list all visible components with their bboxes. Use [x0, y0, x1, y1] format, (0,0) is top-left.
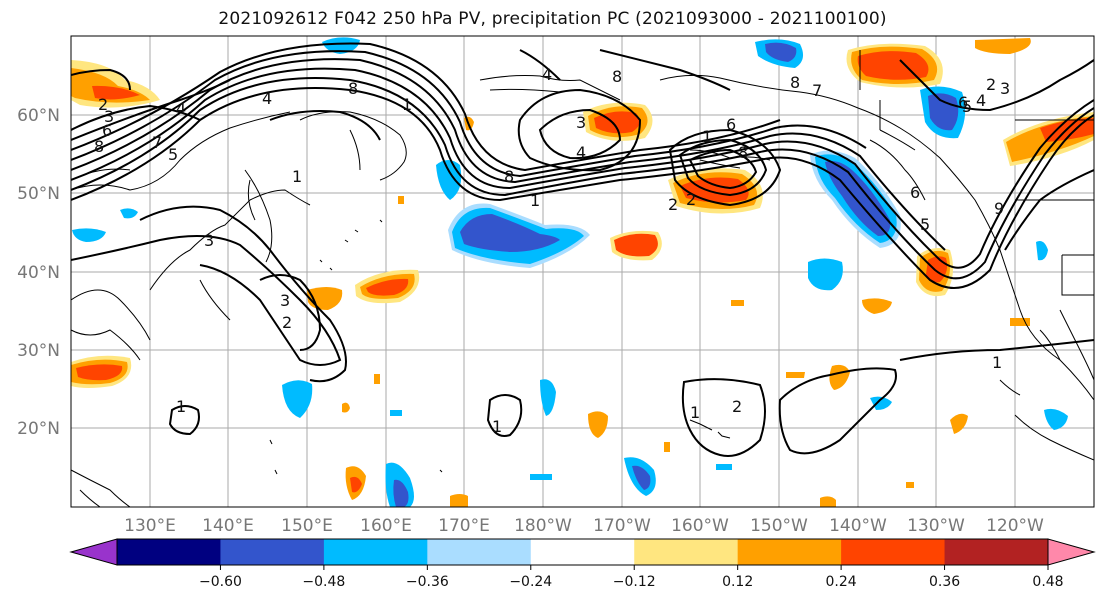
- contour-label: 4: [542, 65, 552, 84]
- contour-label: 8: [94, 137, 104, 156]
- contour-label: 4: [576, 143, 586, 162]
- colorbar-segment: [117, 539, 221, 565]
- contour-label: 4: [262, 89, 272, 108]
- lon-label: 150°E: [281, 516, 333, 536]
- contour-label: 5: [962, 97, 972, 116]
- colorbar-extend-low: [69, 538, 118, 566]
- colorbar-segment: [220, 539, 325, 565]
- contour-label: 1: [702, 127, 712, 146]
- colorbar-tick-label: −0.12: [613, 574, 656, 590]
- colorbar-tick-label: 0.36: [929, 574, 960, 590]
- contour-label: 1: [530, 191, 540, 210]
- lon-label: 140°W: [829, 516, 887, 536]
- contour-label: 1: [292, 167, 302, 186]
- lon-label: 150°W: [750, 516, 808, 536]
- contour-label: 6: [910, 183, 920, 202]
- lon-label: 160°E: [360, 516, 412, 536]
- contour-label: 1: [402, 95, 412, 114]
- contour-label: 1: [690, 403, 700, 422]
- contour-label: 8: [612, 67, 622, 86]
- lon-label: 160°W: [671, 516, 729, 536]
- contour-label: 3: [204, 231, 214, 250]
- plot-title: 2021092612 F042 250 hPa PV, precipitatio…: [218, 9, 887, 29]
- map-border: [70, 35, 1095, 508]
- contour-label: 7: [152, 133, 162, 152]
- contour-label: 4: [976, 91, 986, 110]
- contour-label: 8: [790, 73, 800, 92]
- contour-label: 1: [176, 397, 186, 416]
- lat-label: 60°N: [17, 106, 60, 126]
- contour-label: 2: [282, 313, 292, 332]
- colorbar-tick-label: −0.24: [509, 574, 552, 590]
- lon-label: 130°E: [124, 516, 176, 536]
- colorbar-segment: [427, 539, 532, 565]
- contour-label: 4: [176, 99, 186, 118]
- contour-label: 1: [992, 353, 1002, 372]
- lon-label: 120°W: [986, 516, 1044, 536]
- colorbar-segment: [737, 539, 842, 565]
- colorbar-extend-high: [1047, 538, 1096, 566]
- lat-label: 40°N: [17, 263, 60, 283]
- colorbar-segment: [841, 539, 946, 565]
- contour-label: 8: [348, 79, 358, 98]
- lat-label: 30°N: [17, 341, 60, 361]
- contour-label: 5: [168, 145, 178, 164]
- contour-label: 3: [104, 107, 114, 126]
- contour-label: 6: [102, 121, 112, 140]
- contour-label: 6: [726, 115, 736, 134]
- positive-precip-areas: [71, 38, 1094, 507]
- contour-label: 3: [280, 291, 290, 310]
- contour-label: 2: [686, 190, 696, 209]
- colorbar-segment: [944, 539, 1049, 565]
- colorbar-tick-label: −0.48: [302, 574, 345, 590]
- contour-label: 2: [732, 397, 742, 416]
- contour-label: 9: [994, 199, 1004, 218]
- gridlines: [71, 36, 1094, 507]
- lat-label: 20°N: [17, 419, 60, 439]
- colorbar-segment: [530, 539, 635, 565]
- colorbar-tick-label: 0.12: [722, 574, 753, 590]
- lat-label: 50°N: [17, 184, 60, 204]
- lon-label: 170°W: [593, 516, 651, 536]
- colorbar-tick-label: −0.36: [406, 574, 449, 590]
- colorbar-tick-label: 0.48: [1032, 574, 1063, 590]
- latitude-labels: 60°N 50°N 40°N 30°N 20°N: [17, 106, 60, 439]
- contour-label: 2: [98, 95, 108, 114]
- colorbar-segment: [323, 539, 428, 565]
- pv-contours: [71, 42, 1094, 457]
- longitude-labels: 130°E 140°E 150°E 160°E 170°E 180°W 170°…: [124, 516, 1044, 536]
- contour-label: 8: [738, 143, 748, 162]
- contour-label: 5: [920, 215, 930, 234]
- contour-label: 2: [668, 195, 678, 214]
- contour-label: 2: [986, 75, 996, 94]
- colorbar-tick-label: −0.60: [199, 574, 242, 590]
- contour-label: 3: [1000, 79, 1010, 98]
- colorbar-tick-label: 0.24: [826, 574, 857, 590]
- coastlines: [71, 50, 1094, 507]
- contour-label: 7: [812, 81, 822, 100]
- colorbar: −0.60 −0.48 −0.36 −0.24 −0.12 0.12 0.24 0.36 0.4…: [69, 538, 1096, 590]
- contour-label: 1: [492, 417, 502, 436]
- lon-label: 180°W: [514, 516, 572, 536]
- lon-label: 170°E: [438, 516, 490, 536]
- lon-label: 130°W: [907, 516, 965, 536]
- lon-label: 140°E: [202, 516, 254, 536]
- colorbar-frame: [116, 538, 1049, 566]
- colorbar-segment: [634, 539, 739, 565]
- contour-labels: 2 3 4 6 8 7 5 1 4 8 1 3 3 2 8 1 4 3 4 2 …: [94, 65, 1010, 436]
- contour-label: 3: [576, 113, 586, 132]
- contour-label: 8: [504, 167, 514, 186]
- contour-label: 6: [958, 93, 968, 112]
